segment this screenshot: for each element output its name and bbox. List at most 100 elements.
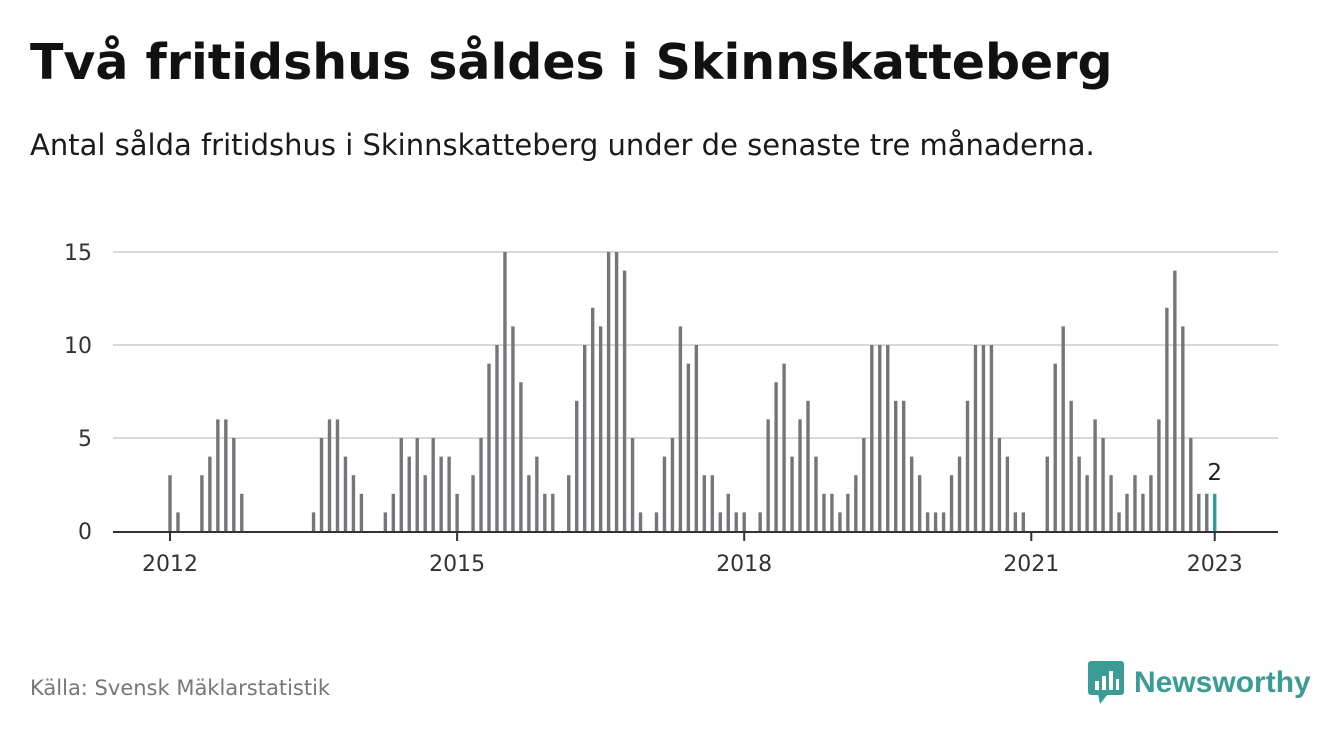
bar-121	[1133, 475, 1137, 531]
bar-131	[1213, 493, 1217, 531]
bar-53	[590, 307, 595, 531]
bar-83	[830, 493, 834, 531]
y-tick-label-5: 5	[78, 427, 92, 452]
bar-93	[909, 456, 914, 531]
bar-70	[726, 493, 730, 531]
bar-34	[439, 456, 443, 531]
y-axis: 0 5 10 15	[64, 241, 92, 545]
bar-65	[686, 363, 691, 531]
bar-123	[1149, 475, 1153, 531]
bar-107	[1021, 512, 1026, 531]
bar-99	[957, 456, 962, 531]
bar-92	[902, 400, 906, 531]
bar-44	[519, 382, 523, 531]
bar-36	[455, 493, 459, 531]
bar-122	[1141, 493, 1145, 531]
bar-82	[822, 493, 826, 531]
chart-title: Två fritidshus såldes i Skinnskatteberg	[30, 34, 1113, 91]
bar-130	[1205, 493, 1209, 531]
bar-45	[527, 475, 531, 531]
bar-61	[654, 512, 659, 531]
bar-43	[511, 326, 515, 531]
bar-77	[782, 363, 786, 531]
bar-101	[973, 345, 978, 531]
bar-120	[1125, 493, 1129, 531]
bar-112	[1061, 326, 1065, 531]
bar-23	[351, 475, 356, 531]
bar-55	[606, 252, 611, 531]
bar-111	[1053, 363, 1057, 531]
bar-24	[359, 493, 364, 531]
x-tick-label-2018: 2018	[716, 552, 772, 577]
bar-98	[949, 475, 954, 531]
bar-27	[383, 512, 388, 531]
bar-117	[1101, 438, 1105, 531]
bar-90	[886, 345, 890, 531]
bar-95	[925, 512, 930, 531]
bar-115	[1085, 475, 1089, 531]
bar-97	[941, 512, 946, 531]
bar-67	[702, 475, 707, 531]
bar-69	[718, 512, 722, 531]
bar-5	[208, 456, 212, 531]
bar-104	[997, 438, 1002, 531]
bar-50	[567, 475, 571, 531]
bar-72	[742, 512, 746, 531]
bar-74	[758, 512, 762, 531]
bar-91	[894, 400, 898, 531]
bar-1	[176, 512, 180, 531]
bar-103	[989, 345, 994, 531]
bar-79	[798, 419, 802, 531]
bar-89	[878, 345, 882, 531]
bar-29	[399, 438, 403, 531]
bar-22	[343, 456, 348, 531]
bar-76	[774, 382, 778, 531]
bar-41	[495, 345, 499, 531]
bar-8	[232, 438, 236, 531]
bar-84	[838, 512, 842, 531]
bar-64	[678, 326, 683, 531]
bar-68	[710, 475, 714, 531]
bar-118	[1109, 475, 1113, 531]
bar-78	[790, 456, 794, 531]
bar-18	[311, 512, 316, 531]
bar-40	[487, 363, 491, 531]
bar-63	[670, 438, 675, 531]
bar-31	[415, 438, 419, 531]
bar-51	[575, 400, 579, 531]
bar-126	[1173, 270, 1177, 531]
bar-110	[1045, 456, 1049, 531]
bar-87	[862, 438, 866, 531]
bar-20	[327, 419, 332, 531]
x-tick-label-2023: 2023	[1187, 552, 1243, 577]
bar-85	[846, 493, 850, 531]
x-axis: 2012 2015 2018 2021 2023	[142, 533, 1243, 577]
bar-48	[551, 493, 555, 531]
bar-59	[638, 512, 643, 531]
bar-86	[854, 475, 858, 531]
bar-0	[168, 475, 172, 531]
bar-6	[216, 419, 220, 531]
brand: Newsworthy	[1088, 660, 1311, 706]
bars	[168, 252, 1217, 531]
bar-94	[917, 475, 922, 531]
bar-96	[933, 512, 938, 531]
bar-35	[447, 456, 451, 531]
bar-39	[479, 438, 483, 531]
bar-119	[1117, 512, 1121, 531]
x-tick-label-2021: 2021	[1003, 552, 1059, 577]
x-tick-label-2012: 2012	[142, 552, 198, 577]
bar-124	[1157, 419, 1161, 531]
bar-127	[1181, 326, 1185, 531]
bar-128	[1189, 438, 1193, 531]
bar-80	[806, 400, 810, 531]
bar-52	[583, 345, 587, 531]
bar-114	[1077, 456, 1081, 531]
bar-47	[543, 493, 547, 531]
bar-125	[1165, 307, 1169, 531]
bar-62	[662, 456, 667, 531]
chart-subtitle: Antal sålda fritidshus i Skinnskatteberg…	[30, 128, 1095, 162]
bar-57	[622, 270, 627, 531]
bar-56	[614, 252, 619, 531]
bar-30	[407, 456, 411, 531]
